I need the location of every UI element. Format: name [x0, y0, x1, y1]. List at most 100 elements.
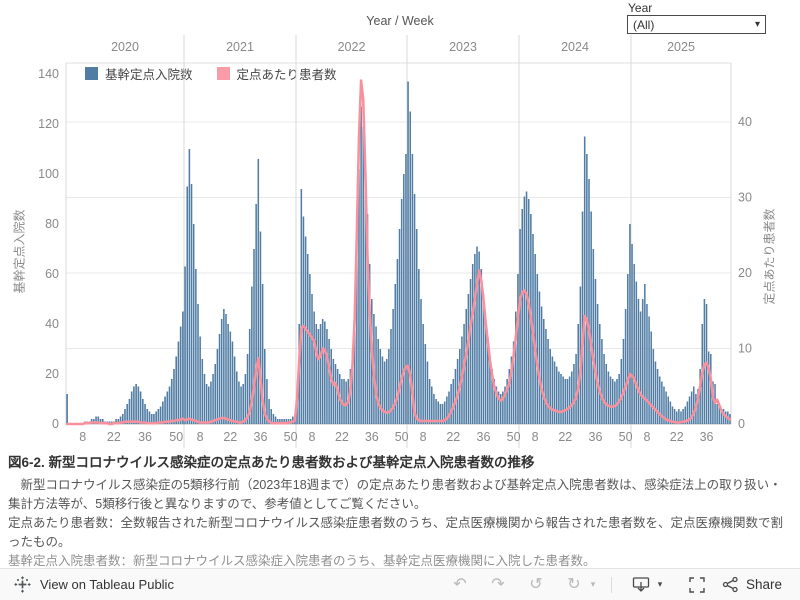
- bar[interactable]: [368, 264, 371, 424]
- bar[interactable]: [433, 394, 435, 424]
- bar[interactable]: [173, 369, 175, 424]
- bar[interactable]: [716, 404, 718, 424]
- bar[interactable]: [281, 419, 283, 424]
- bar[interactable]: [317, 329, 320, 424]
- bar[interactable]: [205, 384, 208, 424]
- bar[interactable]: [235, 371, 238, 425]
- bar[interactable]: [620, 359, 623, 424]
- bar[interactable]: [214, 364, 217, 424]
- bar[interactable]: [261, 284, 264, 424]
- bar[interactable]: [594, 279, 597, 424]
- undo-icon[interactable]: ↶: [453, 575, 467, 593]
- bar[interactable]: [117, 419, 120, 424]
- bar[interactable]: [319, 324, 322, 424]
- bar[interactable]: [517, 274, 519, 424]
- legend-item-per-sentinel[interactable]: 定点あたり患者数: [216, 64, 337, 83]
- bar[interactable]: [626, 274, 629, 424]
- bar[interactable]: [128, 399, 131, 424]
- bar[interactable]: [379, 349, 382, 424]
- bar[interactable]: [536, 274, 539, 424]
- bar[interactable]: [141, 399, 144, 424]
- bar[interactable]: [669, 401, 672, 425]
- bar[interactable]: [351, 349, 354, 424]
- bar[interactable]: [422, 324, 424, 424]
- bar[interactable]: [523, 196, 526, 425]
- bar[interactable]: [480, 269, 483, 424]
- bar[interactable]: [443, 401, 446, 425]
- bar[interactable]: [474, 254, 476, 424]
- bar[interactable]: [390, 329, 392, 424]
- bar[interactable]: [225, 314, 227, 424]
- bar[interactable]: [238, 381, 240, 425]
- bar[interactable]: [144, 404, 146, 424]
- bar[interactable]: [199, 336, 201, 425]
- bar[interactable]: [570, 371, 573, 425]
- bar[interactable]: [233, 356, 236, 425]
- bar[interactable]: [168, 386, 171, 425]
- bar[interactable]: [652, 349, 655, 424]
- bar[interactable]: [648, 316, 650, 425]
- bar[interactable]: [688, 396, 691, 425]
- bar[interactable]: [684, 406, 687, 425]
- bar[interactable]: [605, 364, 608, 424]
- bar[interactable]: [413, 194, 416, 424]
- bar[interactable]: [601, 339, 603, 424]
- bar[interactable]: [707, 351, 710, 425]
- bar[interactable]: [119, 416, 122, 425]
- bar[interactable]: [188, 149, 191, 424]
- bar[interactable]: [418, 269, 420, 424]
- bar[interactable]: [164, 396, 166, 425]
- bar[interactable]: [259, 231, 262, 425]
- bar[interactable]: [343, 379, 345, 424]
- bar[interactable]: [424, 344, 427, 424]
- bar[interactable]: [296, 404, 298, 424]
- bar[interactable]: [712, 381, 714, 425]
- bar[interactable]: [663, 386, 665, 425]
- bar[interactable]: [452, 379, 455, 424]
- bar[interactable]: [607, 371, 610, 425]
- bar[interactable]: [124, 409, 126, 424]
- redo-icon[interactable]: ↷: [491, 575, 505, 593]
- bar[interactable]: [560, 374, 562, 424]
- bar[interactable]: [635, 281, 638, 425]
- bar[interactable]: [186, 186, 189, 425]
- bar[interactable]: [210, 381, 212, 425]
- bar[interactable]: [101, 419, 104, 424]
- bar[interactable]: [253, 249, 255, 424]
- bar[interactable]: [512, 341, 515, 425]
- bar[interactable]: [697, 389, 699, 424]
- refresh-caret-icon[interactable]: ▾: [590, 579, 596, 589]
- bar[interactable]: [283, 419, 285, 424]
- bar[interactable]: [326, 329, 328, 424]
- bar[interactable]: [148, 411, 151, 425]
- bar[interactable]: [192, 224, 195, 424]
- bar[interactable]: [650, 331, 652, 425]
- bar[interactable]: [400, 199, 403, 424]
- bar[interactable]: [97, 416, 100, 425]
- legend-item-hospitalizations[interactable]: 基幹定点入院数: [85, 64, 193, 83]
- bar[interactable]: [403, 174, 405, 424]
- bar[interactable]: [159, 406, 162, 425]
- bar[interactable]: [525, 191, 528, 425]
- bar[interactable]: [448, 391, 450, 425]
- year-filter-dropdown[interactable]: (All) ▾: [627, 15, 766, 34]
- bar[interactable]: [629, 224, 631, 424]
- bar[interactable]: [309, 274, 311, 424]
- bar[interactable]: [227, 324, 229, 424]
- bar[interactable]: [504, 386, 506, 425]
- bar[interactable]: [508, 369, 511, 424]
- bar[interactable]: [603, 354, 605, 424]
- bar[interactable]: [542, 319, 545, 424]
- bar[interactable]: [220, 319, 223, 424]
- bar[interactable]: [66, 394, 68, 424]
- bar[interactable]: [274, 416, 277, 425]
- bar[interactable]: [257, 159, 260, 424]
- bar[interactable]: [446, 396, 448, 425]
- bar[interactable]: [540, 306, 543, 425]
- bar[interactable]: [637, 299, 640, 424]
- bar[interactable]: [514, 311, 517, 425]
- bar[interactable]: [680, 411, 682, 425]
- bar[interactable]: [658, 376, 661, 425]
- refresh-icon[interactable]: ↻: [567, 575, 581, 593]
- bar[interactable]: [121, 414, 124, 424]
